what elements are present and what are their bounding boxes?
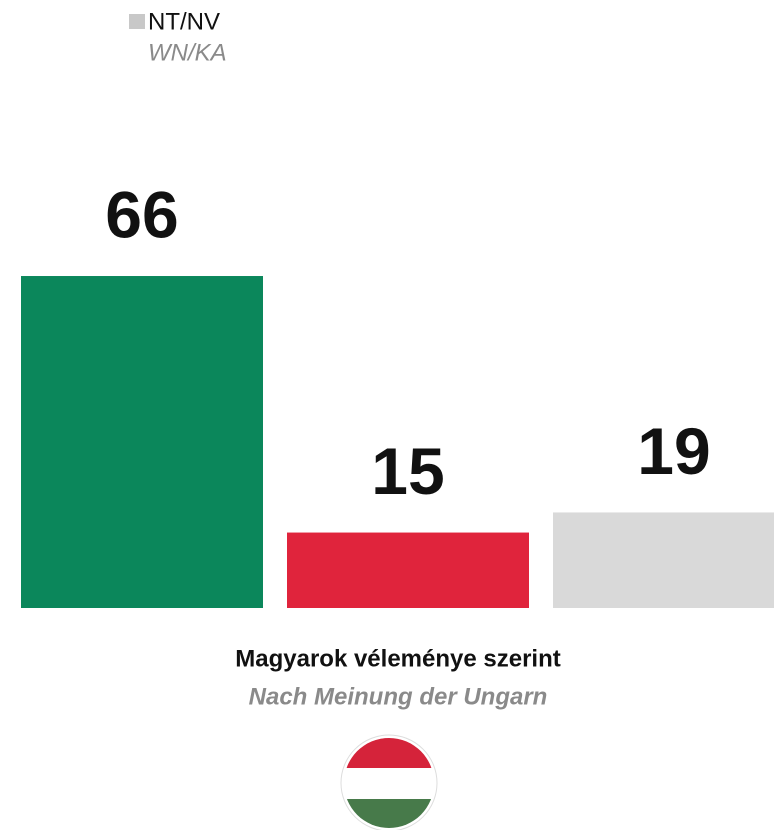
value-label: 66: [105, 177, 178, 251]
bar: [21, 276, 263, 608]
bar: [287, 532, 529, 608]
value-label: 15: [371, 434, 444, 508]
caption: Magyarok véleménye szerint: [235, 645, 561, 672]
bar: [553, 512, 774, 608]
value-label: 19: [637, 414, 710, 488]
legend-sublabel: WN/KA: [148, 39, 227, 66]
subcaption: Nach Meinung der Ungarn: [249, 683, 548, 710]
legend-label: NT/NV: [148, 8, 220, 35]
flag-icon: [340, 734, 438, 830]
legend-swatch: [129, 14, 145, 29]
